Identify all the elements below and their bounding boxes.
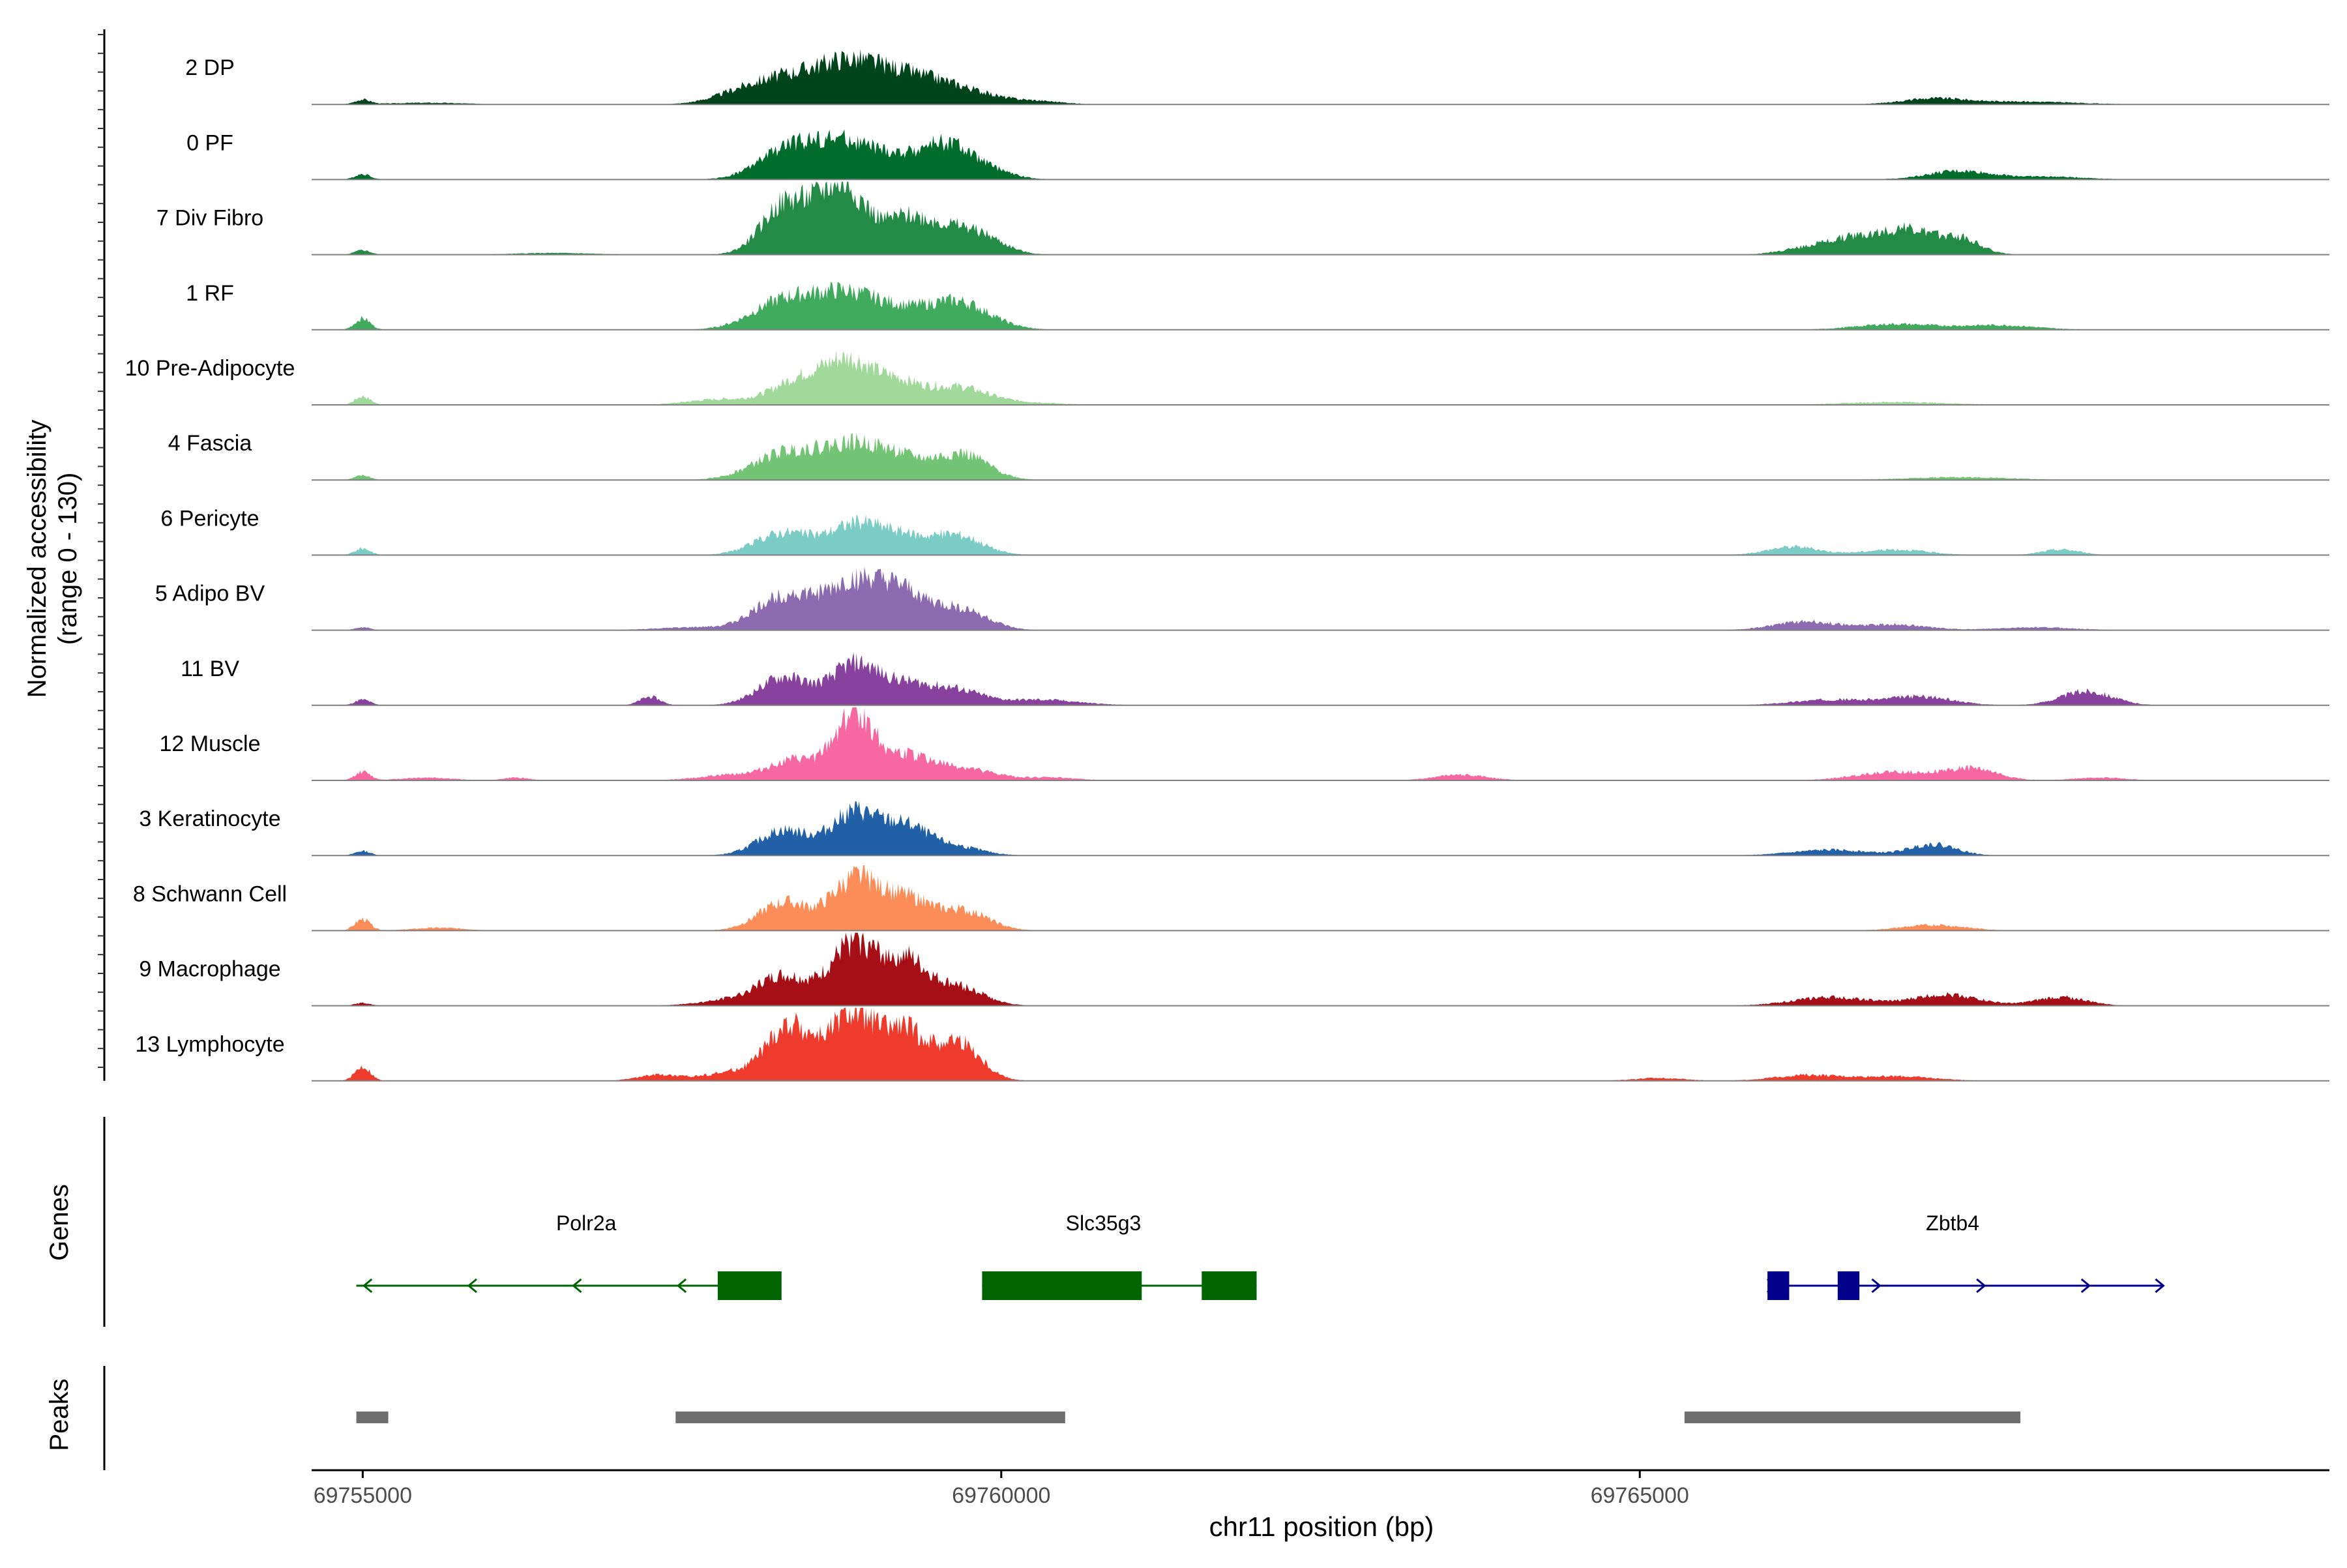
genes-panel-label: Genes xyxy=(45,1184,74,1261)
exon xyxy=(1767,1271,1790,1300)
coverage-area xyxy=(312,865,2329,931)
peak-bar xyxy=(356,1412,389,1423)
y-axis-label-line2: (range 0 - 130) xyxy=(53,473,82,645)
track-13: 9 Macrophage xyxy=(139,932,2329,1007)
track-label: 6 Pericyte xyxy=(160,506,259,531)
gene-label: Zbtb4 xyxy=(1926,1211,1979,1235)
x-tick-label: 69765000 xyxy=(1591,1483,1689,1508)
strand-arrow xyxy=(676,1278,687,1294)
gene-annotation-panel: Polr2a Slc35g3 Zbtb4 xyxy=(103,1117,2165,1327)
strand-arrow xyxy=(1976,1278,1986,1294)
exon xyxy=(1202,1271,1257,1300)
track-6: 4 Fascia xyxy=(168,431,2329,481)
track-4: 1 RF xyxy=(186,281,2329,331)
strand-arrow xyxy=(362,1278,373,1294)
track-2: 0 PF xyxy=(186,129,2329,181)
gene-label: Slc35g3 xyxy=(1066,1211,1142,1235)
track-label: 7 Div Fibro xyxy=(156,206,263,231)
peak-bar xyxy=(675,1412,1065,1423)
coverage-area xyxy=(312,652,2329,705)
exon xyxy=(982,1271,1142,1300)
coverage-area xyxy=(312,932,2329,1006)
x-tick-label: 69755000 xyxy=(314,1483,412,1508)
gene-label: Polr2a xyxy=(556,1211,617,1235)
track-12: 8 Schwann Cell xyxy=(133,865,2329,932)
track-label: 5 Adipo BV xyxy=(155,582,265,606)
track-11: 3 Keratinocyte xyxy=(139,801,2329,857)
peak-annotation-panel xyxy=(103,1366,2020,1470)
x-axis-label: chr11 position (bp) xyxy=(1209,1511,1434,1542)
left-axis xyxy=(98,29,106,1081)
track-label: 3 Keratinocyte xyxy=(139,806,280,831)
strand-arrow xyxy=(2080,1278,2091,1294)
coverage-tracks: 2 DP 0 PF 7 Div Fibro 1 RF 10 Pre-Adipocyte 4… xyxy=(125,49,2329,1082)
track-label: 12 Muscle xyxy=(160,732,261,756)
strand-arrow xyxy=(1871,1278,1882,1294)
exon xyxy=(1837,1271,1860,1300)
exon xyxy=(717,1271,782,1300)
track-label: 9 Macrophage xyxy=(139,957,280,982)
track-9: 11 BV xyxy=(181,652,2329,706)
track-label: 8 Schwann Cell xyxy=(133,881,287,906)
peak-bar xyxy=(1684,1412,2020,1423)
peaks-panel-label: Peaks xyxy=(45,1378,74,1451)
track-5: 10 Pre-Adipocyte xyxy=(125,351,2329,406)
coverage-area xyxy=(312,181,2329,255)
track-label: 13 Lymphocyte xyxy=(135,1032,284,1057)
track-label: 2 DP xyxy=(185,55,235,80)
coverage-area xyxy=(312,514,2329,555)
track-3: 7 Div Fibro xyxy=(156,181,2329,256)
track-14: 13 Lymphocyte xyxy=(135,1007,2329,1082)
coverage-area xyxy=(312,432,2329,481)
strand-arrow xyxy=(572,1278,582,1294)
x-axis: 69755000 69760000 69765000 xyxy=(312,1469,2329,1508)
x-tick-label: 69760000 xyxy=(952,1483,1050,1508)
coverage-area xyxy=(312,707,2329,780)
coverage-area xyxy=(312,1007,2329,1081)
gene-3: Zbtb4 xyxy=(1766,1211,2165,1300)
gene-1: Polr2a xyxy=(356,1211,782,1300)
coverage-area xyxy=(312,129,2329,180)
track-label: 10 Pre-Adipocyte xyxy=(125,356,295,381)
track-8: 5 Adipo BV xyxy=(155,567,2329,631)
track-1: 2 DP xyxy=(185,49,2329,106)
track-7: 6 Pericyte xyxy=(160,506,2329,556)
coverage-area xyxy=(312,351,2329,405)
track-label: 4 Fascia xyxy=(168,431,252,456)
y-axis-label-line1: Normalized accessibility xyxy=(23,420,52,698)
track-label: 11 BV xyxy=(181,657,239,681)
strand-arrow xyxy=(467,1278,477,1294)
track-label: 0 PF xyxy=(186,130,233,155)
coverage-area xyxy=(312,282,2329,330)
coverage-area xyxy=(312,567,2329,630)
strand-arrow xyxy=(2155,1278,2165,1294)
track-10: 12 Muscle xyxy=(160,707,2329,781)
coverage-area xyxy=(312,49,2329,105)
gene-2: Slc35g3 xyxy=(982,1211,1257,1300)
coverage-area xyxy=(312,801,2329,856)
track-label: 1 RF xyxy=(186,281,234,306)
